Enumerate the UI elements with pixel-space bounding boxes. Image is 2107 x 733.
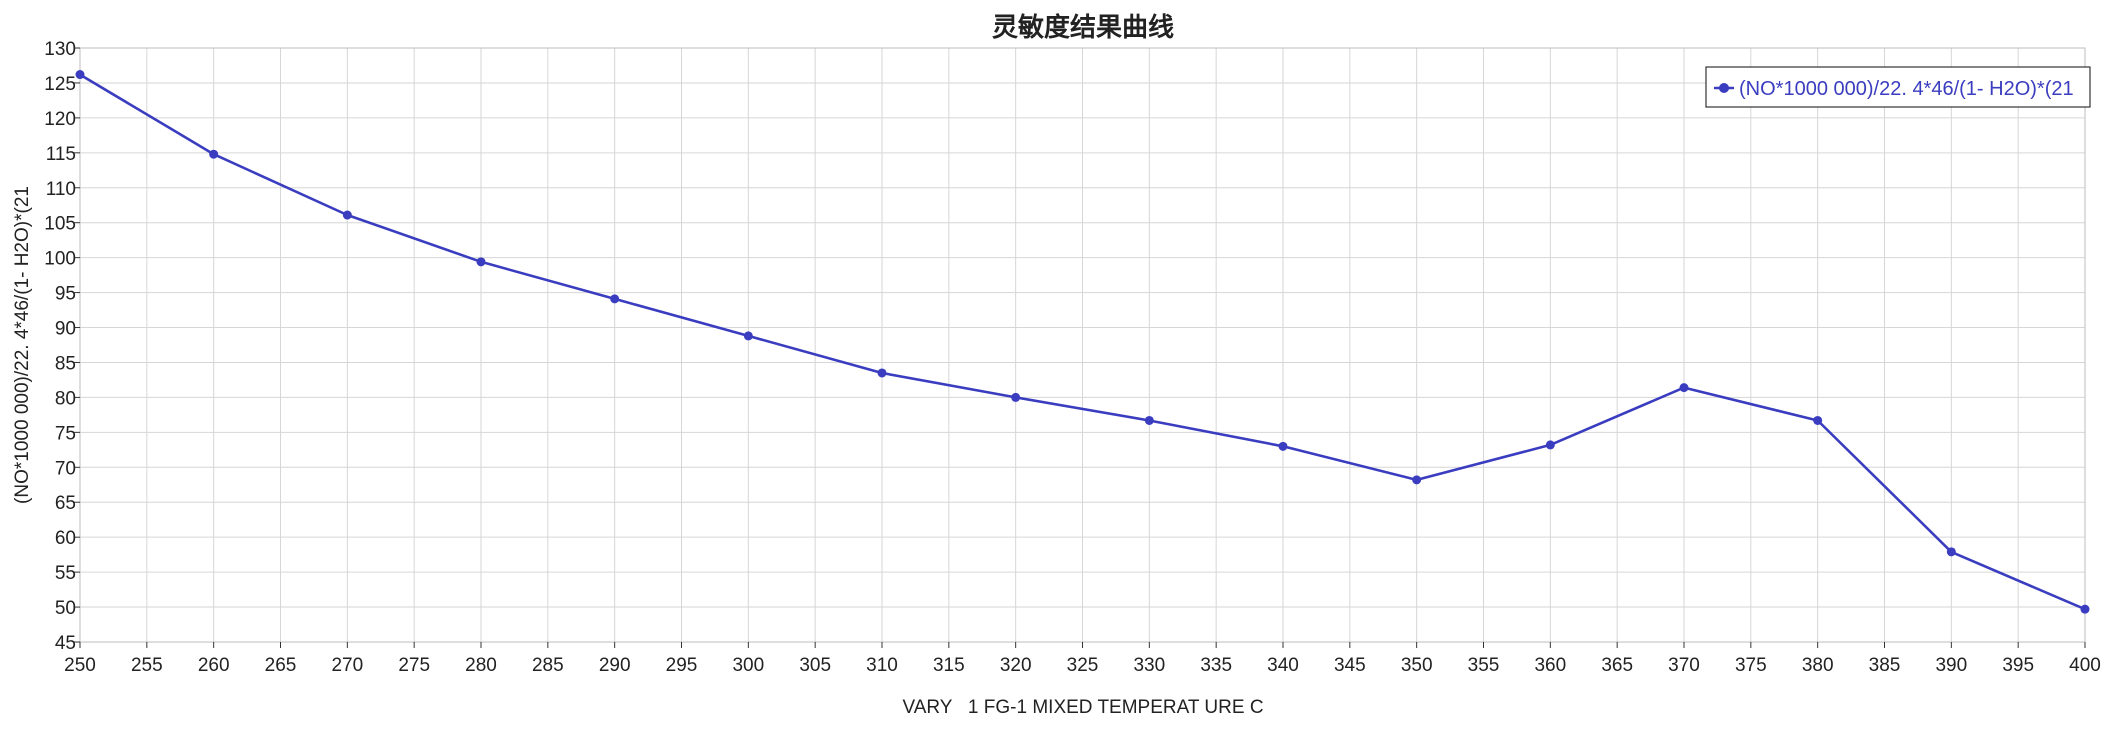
data-point[interactable] [1946,547,1956,557]
data-point[interactable] [1412,475,1422,485]
y-axis-label: (NO*1000 000)/22. 4*46/(1- H2O)*(21 [12,186,33,504]
x-tick-label: 270 [331,655,363,676]
data-point[interactable] [743,331,753,341]
x-tick-label: 275 [398,655,430,676]
x-tick-label: 350 [1401,655,1433,676]
y-tick-label: 85 [55,353,76,374]
grid [79,47,2086,643]
data-point[interactable] [2080,604,2090,614]
x-tick-label: 280 [465,655,497,676]
x-tick-label: 320 [1000,655,1032,676]
legend-series-name: (NO*1000 000)/22. 4*46/(1- H2O)*(21 [1739,78,2074,100]
series-line [79,73,2086,611]
y-tick-label: 115 [46,144,76,165]
data-point[interactable] [1679,383,1689,393]
x-tick-label: 400 [2069,655,2101,676]
x-tick-label: 325 [1067,655,1099,676]
x-tick-label: 305 [799,655,831,676]
x-tick-label: 365 [1601,655,1633,676]
y-tick-label: 80 [55,388,76,409]
x-tick-label: 340 [1267,655,1299,676]
x-tick-label: 330 [1133,655,1165,676]
data-point[interactable] [1278,441,1288,451]
x-tick-label: 395 [2002,655,2034,676]
x-tick-label: 345 [1334,655,1366,676]
legend-box [1705,66,2091,108]
x-tick-label: 295 [666,655,698,676]
x-tick-label: 385 [1869,655,1901,676]
x-tick-label: 355 [1468,655,1500,676]
x-tick-label: 390 [1935,655,1967,676]
y-tick-label: 60 [55,528,76,549]
data-point[interactable] [75,70,85,80]
legend-series-marker [1719,83,1729,93]
y-tick-label: 65 [55,493,76,514]
x-tick-label: 255 [131,655,163,676]
data-point[interactable] [1813,415,1823,425]
data-point[interactable] [476,257,486,267]
data-point[interactable] [1545,440,1555,450]
data-point[interactable] [877,368,887,378]
y-tick-label: 130 [44,39,76,60]
y-tick-label: 110 [46,179,76,200]
legend[interactable]: (NO*1000 000)/22. 4*46/(1- H2O)*(21 [1705,66,2091,108]
y-tick-label: 125 [44,74,76,95]
series-layer [75,70,2090,614]
x-tick-label: 335 [1200,655,1232,676]
x-tick-label: 260 [198,655,230,676]
x-tick-label: 370 [1668,655,1700,676]
x-tick-label: 380 [1802,655,1834,676]
y-tick-label: 70 [55,458,76,479]
data-point[interactable] [610,294,620,304]
data-point[interactable] [1011,392,1021,402]
x-axis-label: VARY 1 FG-1 MIXED TEMPERAT URE C [902,697,1263,718]
x-tick-label: 360 [1534,655,1566,676]
x-tick-label: 310 [866,655,898,676]
y-tick-label: 95 [55,284,76,305]
x-tick-label: 265 [265,655,297,676]
y-tick-label: 45 [55,633,76,654]
y-tick-label: 120 [44,109,76,130]
y-tick-label: 105 [44,214,76,235]
y-tick-label: 100 [44,249,76,270]
x-tick-label: 290 [599,655,631,676]
x-axis-ticks: 250 255 260 265 270 275 280 285 290 295 300 305 310 3… [64,642,2101,676]
data-point[interactable] [209,149,219,159]
x-tick-label: 285 [532,655,564,676]
y-axis-ticks: 45 50 55 60 65 70 75 80 85 90 95 100 105 110 115 120 125… [44,39,80,654]
data-point[interactable] [342,210,352,220]
y-tick-label: 90 [55,319,76,340]
chart-title: 灵敏度结果曲线 [992,12,1174,43]
y-tick-label: 75 [55,423,76,444]
y-tick-label: 55 [55,563,76,584]
data-point[interactable] [1144,415,1154,425]
x-tick-label: 375 [1735,655,1767,676]
x-tick-label: 315 [933,655,965,676]
x-tick-label: 300 [732,655,764,676]
x-tick-label: 250 [64,655,96,676]
y-tick-label: 50 [55,598,76,619]
